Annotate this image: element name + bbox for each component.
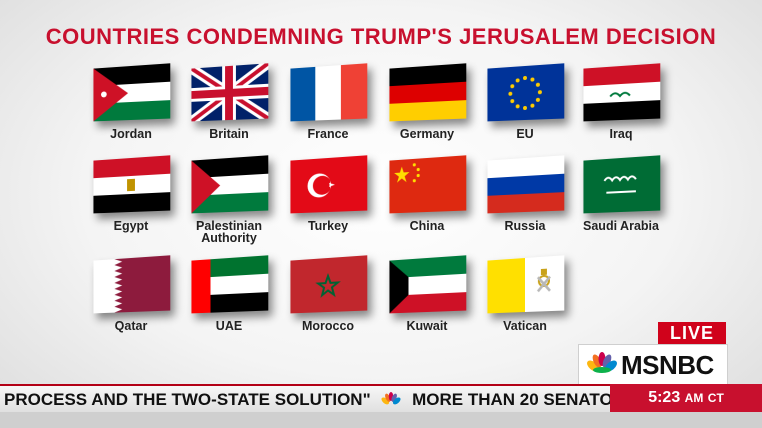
country-eu: EU [470,66,580,140]
peacock-icon [587,352,617,379]
egypt-flag-icon [93,155,170,213]
palestine-flag-icon [191,155,268,213]
country-qatar: Qatar [76,258,186,332]
turkey-flag-icon [290,155,367,213]
country-iraq: Iraq [566,66,676,140]
country-label: Kuwait [372,320,482,332]
france-flag-icon [290,63,367,121]
country-egypt: Egypt [76,158,186,232]
country-label: Egypt [76,220,186,232]
iraq-flag-icon [583,63,660,121]
country-saudi-arabia: Saudi Arabia [566,158,676,232]
peacock-icon [381,391,401,411]
country-label: Palestinian Authority [174,220,284,244]
country-label: Germany [372,128,482,140]
russia-flag-icon [487,155,564,213]
country-label: China [372,220,482,232]
china-flag-icon [389,155,466,213]
country-kuwait: Kuwait [372,258,482,332]
country-label: EU [470,128,580,140]
live-badge: LIVE [658,322,726,344]
eu-flag-icon [487,63,564,121]
country-label: Turkey [273,220,383,232]
country-germany: Germany [372,66,482,140]
saudi-flag-icon [583,155,660,213]
country-turkey: Turkey [273,158,383,232]
uae-flag-icon [191,255,268,313]
country-label: UAE [174,320,284,332]
country-label: France [273,128,383,140]
country-label: Vatican [470,320,580,332]
uk-flag-icon [191,63,268,121]
jordan-flag-icon [93,63,170,121]
kuwait-flag-icon [389,255,466,313]
country-jordan: Jordan [76,66,186,140]
morocco-flag-icon [290,255,367,313]
country-russia: Russia [470,158,580,232]
country-morocco: Morocco [273,258,383,332]
country-vatican: Vatican [470,258,580,332]
clock: 5:23 AM CT [610,384,762,412]
country-label: Qatar [76,320,186,332]
country-france: France [273,66,383,140]
clock-zone: CT [708,391,724,405]
country-label: Russia [470,220,580,232]
country-uae: UAE [174,258,284,332]
country-label: Britain [174,128,284,140]
flag-grid: Jordan Britain France Germany EU Ira [0,0,762,340]
clock-time: 5:23 [648,389,680,406]
qatar-flag-icon [93,255,170,313]
country-label: Jordan [76,128,186,140]
germany-flag-icon [389,63,466,121]
vatican-flag-icon [487,255,564,313]
country-britain: Britain [174,66,284,140]
clock-ampm: AM [685,391,704,405]
network-logo: MSNBC [578,344,728,386]
network-name: MSNBC [621,350,714,381]
country-label: Iraq [566,128,676,140]
ticker-text-left: PROCESS AND THE TWO-STATE SOLUTION" [4,390,371,409]
bottom-strip [0,412,762,428]
country-palestinian-authority: Palestinian Authority [174,158,284,244]
country-label: Saudi Arabia [566,220,676,232]
country-china: China [372,158,482,232]
country-label: Morocco [273,320,383,332]
